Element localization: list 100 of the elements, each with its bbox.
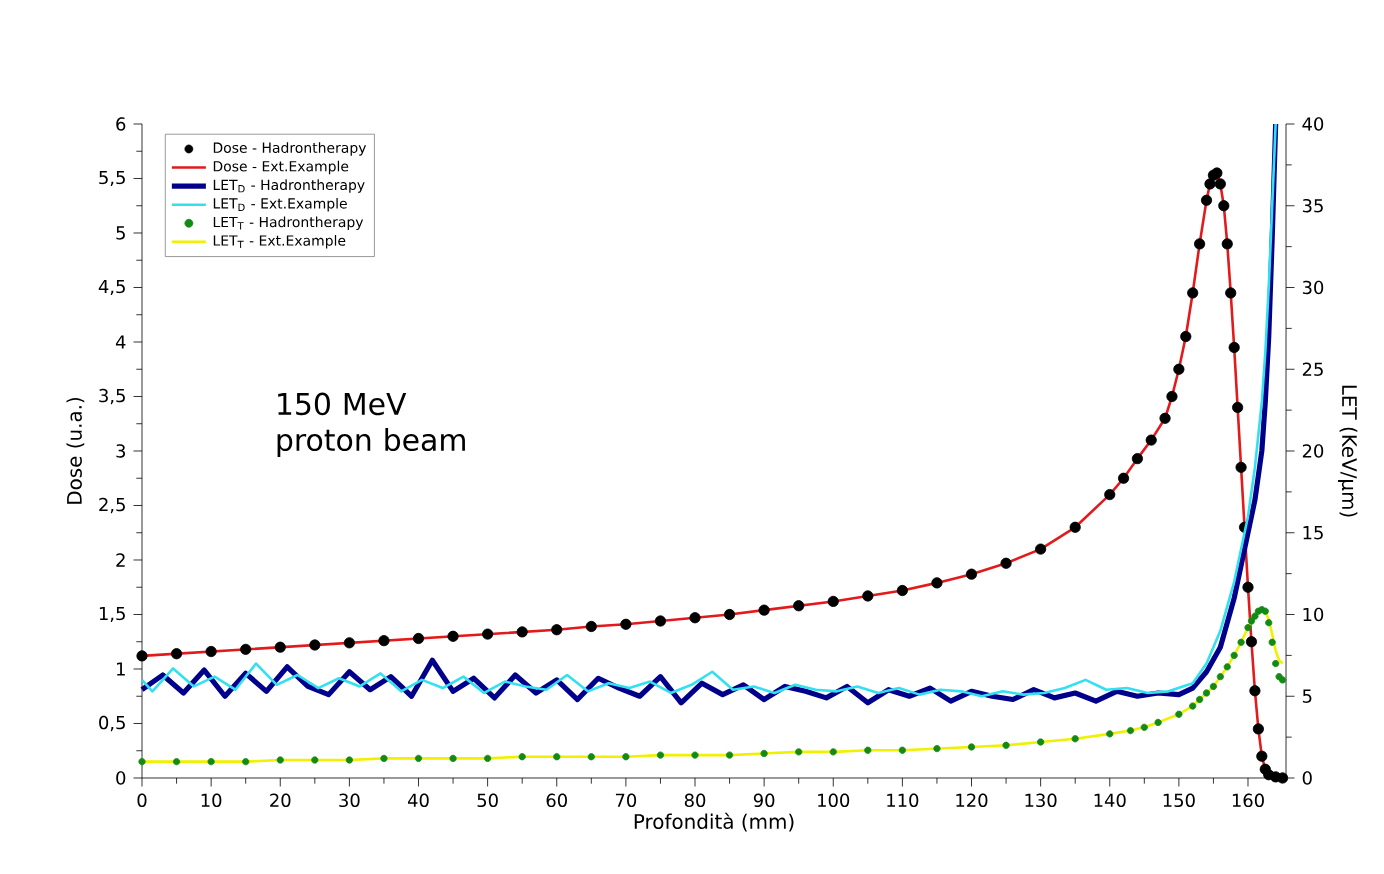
x-tick-label: 60 — [546, 793, 567, 808]
point — [1245, 636, 1258, 648]
y2-tick-label: 30 — [1302, 280, 1324, 295]
point — [1104, 489, 1116, 501]
point — [1214, 178, 1226, 190]
point — [1204, 178, 1216, 190]
x-tick-label: 120 — [956, 793, 988, 808]
x-tick-label: 20 — [270, 793, 291, 808]
point — [1265, 619, 1273, 627]
point — [1230, 651, 1238, 659]
y2-axis-title: LET (KeV/μm) — [1338, 385, 1358, 517]
point — [1187, 287, 1199, 299]
point — [933, 744, 941, 753]
point — [518, 753, 526, 761]
point — [1035, 543, 1047, 555]
point — [138, 758, 146, 766]
y-tick-label: 1 — [117, 662, 125, 676]
point — [931, 577, 943, 589]
point — [1223, 663, 1231, 671]
point — [760, 749, 768, 758]
point — [1145, 434, 1157, 446]
point — [276, 756, 284, 764]
x-tick-label: 150 — [1163, 793, 1195, 808]
point — [620, 618, 632, 630]
point — [1272, 659, 1280, 668]
y2-tick-label: 5 — [1302, 689, 1312, 703]
point — [380, 754, 388, 762]
point — [896, 584, 908, 597]
y-axis-title: Dose (u.a.) — [66, 397, 85, 504]
point — [207, 758, 215, 766]
point — [622, 753, 630, 761]
x-tick-label: 90 — [753, 793, 775, 808]
x-tick-label: 80 — [684, 793, 706, 808]
point — [1225, 287, 1237, 299]
point — [967, 743, 976, 751]
y-tick-label: 0 — [116, 771, 126, 785]
y2-tick-label: 25 — [1302, 362, 1323, 377]
point — [1200, 194, 1213, 206]
x-tick-label: 110 — [887, 793, 919, 808]
point — [516, 626, 528, 638]
y-tick-label: 4,5 — [98, 279, 125, 296]
point — [1256, 750, 1268, 762]
point — [482, 628, 494, 640]
point — [1159, 412, 1171, 424]
point — [725, 751, 734, 759]
y2-tick-label: 35 — [1302, 198, 1323, 213]
point — [587, 753, 595, 761]
point — [827, 595, 839, 607]
y-tick-label: 4 — [115, 335, 126, 349]
point — [1071, 735, 1079, 743]
point — [1173, 363, 1185, 375]
point — [1069, 521, 1081, 533]
point — [553, 753, 561, 761]
point — [1196, 695, 1204, 704]
point — [1106, 730, 1114, 738]
point — [240, 643, 252, 655]
x-tick-label: 50 — [477, 793, 498, 808]
point — [1140, 723, 1148, 731]
y-tick-label: 5 — [116, 226, 125, 240]
point — [795, 748, 803, 756]
point — [585, 620, 597, 633]
point — [656, 751, 665, 759]
x-tick-label: 10 — [201, 793, 222, 808]
point — [136, 650, 148, 662]
y-tick-label: 0,5 — [99, 715, 125, 732]
y2-tick-label: 0 — [1302, 771, 1312, 785]
x-tick-label: 140 — [1094, 793, 1126, 808]
point — [447, 630, 459, 642]
y2-tick-label: 10 — [1303, 607, 1324, 622]
point — [172, 758, 181, 766]
point — [1252, 723, 1264, 735]
point — [1218, 200, 1230, 212]
point — [1002, 741, 1010, 749]
point — [1268, 638, 1276, 646]
point — [864, 746, 872, 754]
point — [205, 645, 217, 658]
point — [1126, 727, 1135, 735]
point — [274, 641, 286, 653]
point — [484, 754, 492, 762]
y2-tick-label: 40 — [1302, 117, 1324, 131]
y-tick-label: 3,5 — [99, 388, 125, 405]
x-tick-label: 40 — [407, 793, 429, 808]
point — [1251, 612, 1259, 620]
point — [1228, 341, 1240, 354]
point — [170, 648, 183, 660]
point — [1175, 710, 1183, 718]
point — [1117, 472, 1130, 484]
y-tick-label: 1,5 — [99, 606, 125, 623]
point — [1232, 401, 1244, 413]
x-tick-label: 130 — [1025, 793, 1057, 808]
point — [1221, 238, 1233, 250]
point — [898, 746, 906, 754]
point — [449, 754, 457, 762]
annotation: 150 MeV proton beam — [277, 392, 465, 457]
point — [1242, 581, 1254, 593]
point — [311, 756, 319, 764]
point — [829, 748, 837, 756]
x-tick-label: 0 — [137, 793, 147, 808]
point — [343, 637, 355, 649]
point — [1216, 673, 1224, 681]
